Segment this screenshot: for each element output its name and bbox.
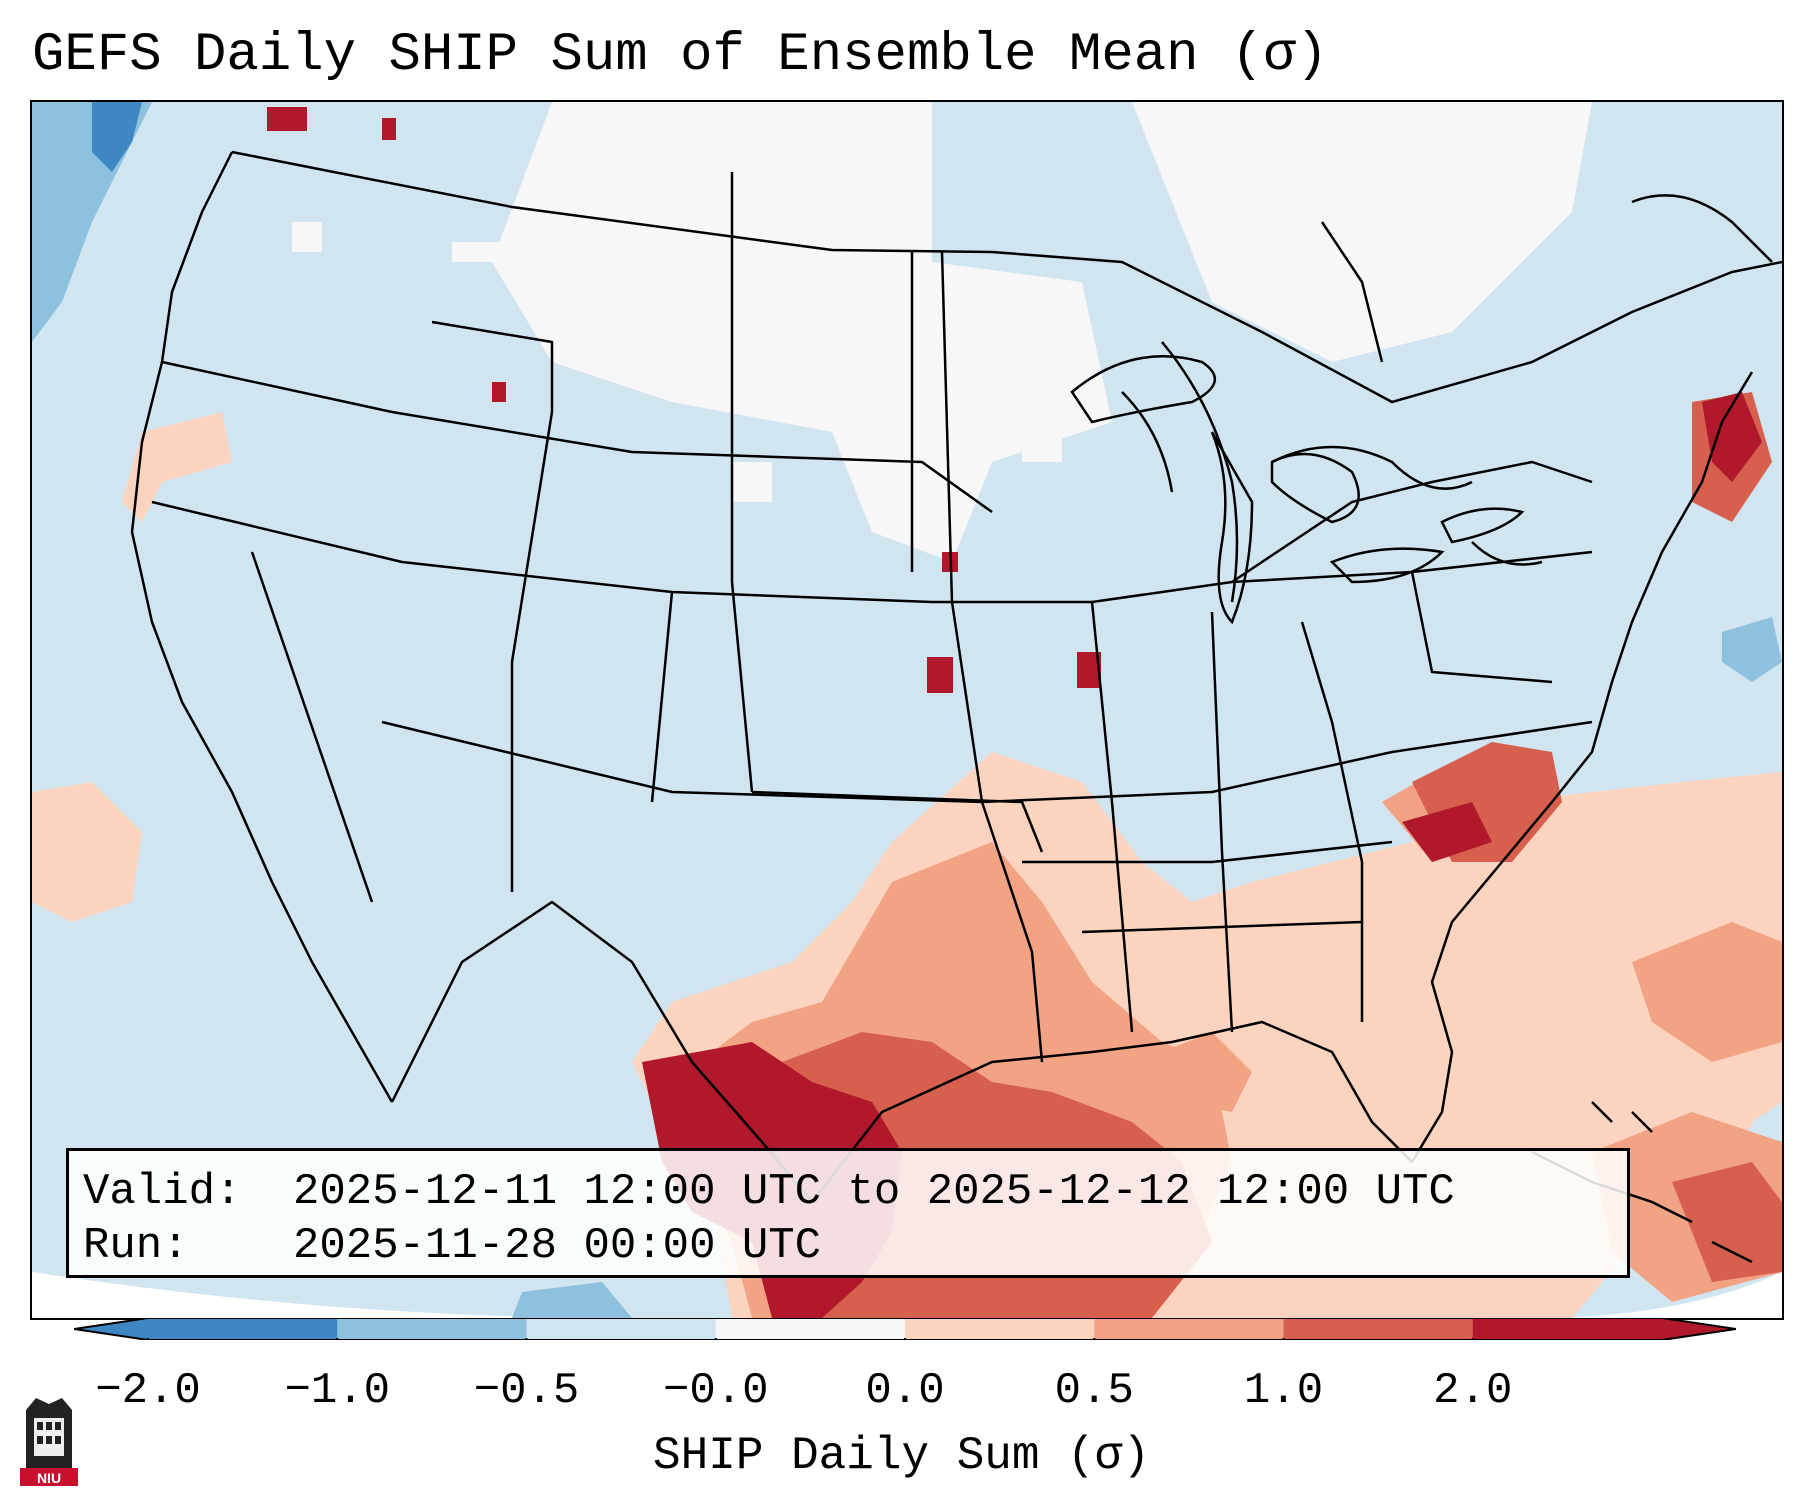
colorbar-extend-max <box>1662 1318 1736 1340</box>
colorbar-segment <box>1472 1318 1663 1340</box>
valid-run-infobox: Valid: 2025-12-11 12:00 UTC to 2025-12-1… <box>66 1148 1630 1278</box>
near-zero-regions <box>292 102 1592 562</box>
projection-edge-left <box>32 1272 632 1318</box>
colorbar-segment <box>1094 1318 1284 1340</box>
boundaries <box>130 150 1782 1203</box>
colorbar-segment <box>526 1318 717 1340</box>
map-svg <box>32 102 1782 1318</box>
chart-title: GEFS Daily SHIP Sum of Ensemble Mean (σ) <box>32 25 1329 86</box>
colorbar-tick-label: −2.0 <box>95 1366 201 1416</box>
run-line: Run: 2025-11-28 00:00 UTC <box>83 1219 1627 1273</box>
colorbar-tick-label: −0.5 <box>473 1366 580 1416</box>
niu-logo-icon <box>20 1398 78 1486</box>
colorbar-tick-label: −1.0 <box>284 1366 391 1416</box>
great-lakes <box>1070 355 1525 625</box>
colorbar-tick-label: 1.0 <box>1243 1366 1324 1416</box>
colorbar-segment <box>337 1318 527 1340</box>
colorbar-tick-label: 2.0 <box>1433 1366 1513 1416</box>
map-panel <box>30 100 1784 1320</box>
negative-regions <box>32 102 1782 1318</box>
run-key: Run: <box>83 1221 189 1271</box>
colorbar-extend-min <box>74 1318 148 1340</box>
valid-value: 2025-12-11 12:00 UTC to 2025-12-12 12:00… <box>293 1167 1455 1217</box>
colorbar-tick-label: 0.5 <box>1054 1366 1134 1416</box>
valid-line: Valid: 2025-12-11 12:00 UTC to 2025-12-1… <box>83 1165 1627 1219</box>
colorbar-segment <box>905 1318 1095 1340</box>
colorbar-tick-label: 0.0 <box>865 1366 945 1416</box>
valid-key: Valid: <box>83 1167 242 1217</box>
colorbar-segment <box>148 1318 338 1340</box>
niu-logo-text: NIU <box>36 1470 62 1486</box>
colorbar-segment <box>715 1318 906 1340</box>
colorbar-segment <box>1283 1318 1474 1340</box>
colorbar-label: SHIP Daily Sum (σ) <box>653 1430 1150 1482</box>
projection-edge-right <box>1532 1272 1782 1318</box>
colorbar-tick-label: −0.0 <box>662 1366 769 1416</box>
colorbar <box>74 1318 1736 1340</box>
niu-logo: NIU <box>20 1390 78 1486</box>
run-value: 2025-11-28 00:00 UTC <box>293 1221 822 1271</box>
